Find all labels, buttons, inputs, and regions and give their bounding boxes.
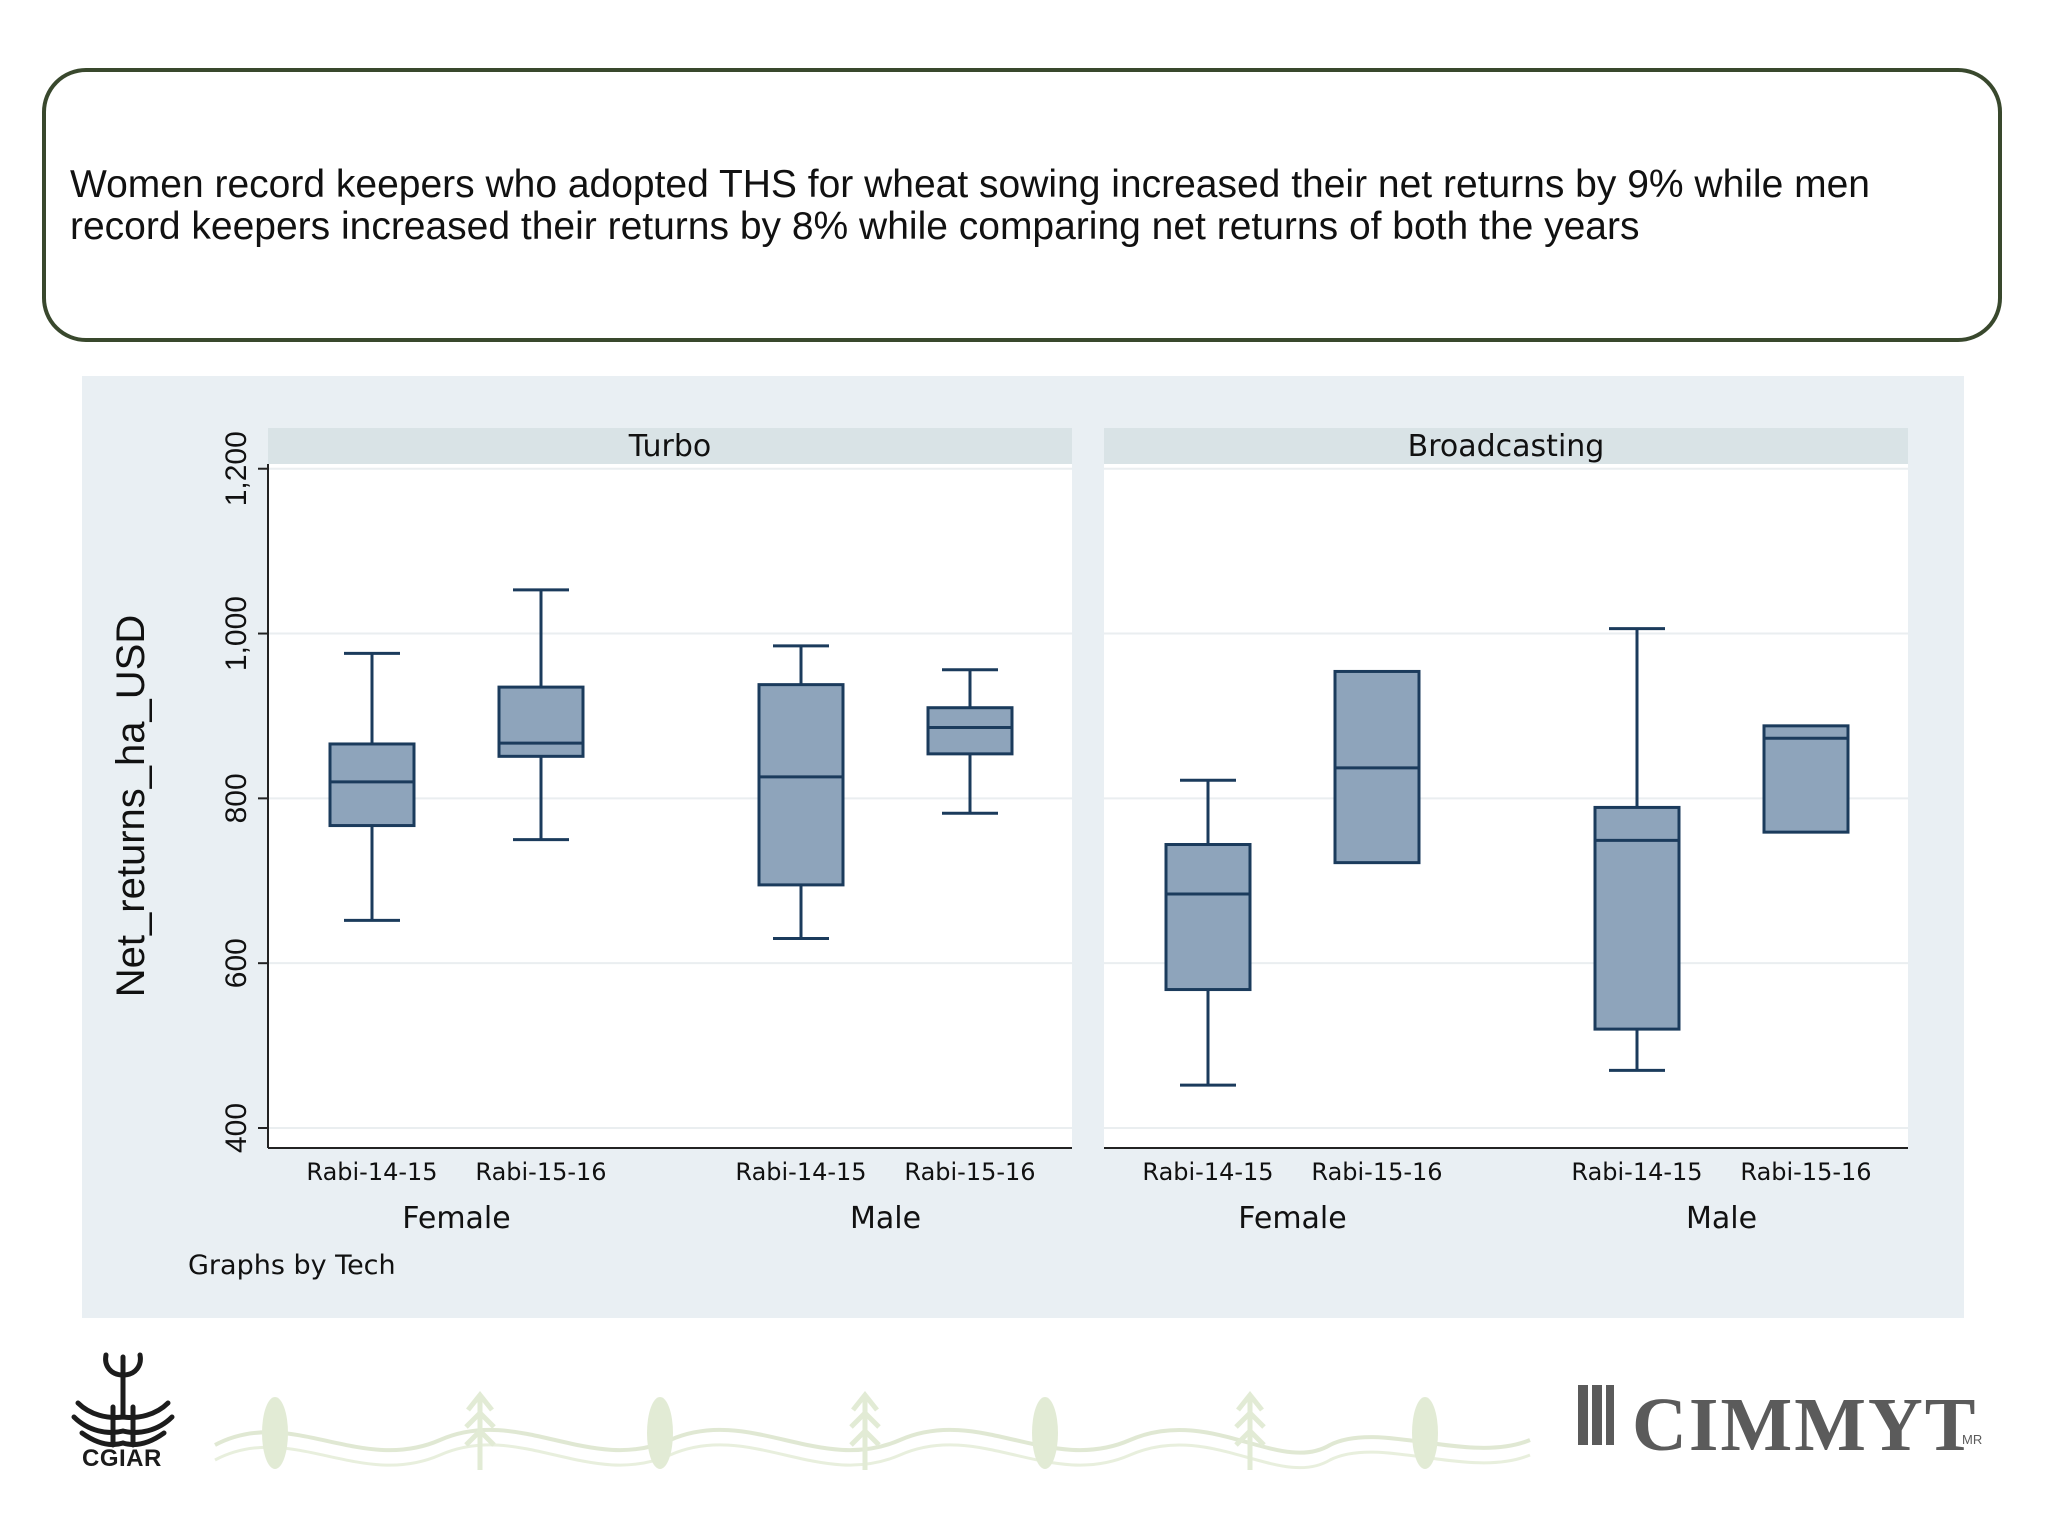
box <box>757 683 845 887</box>
y-tick-label: 600 <box>220 938 253 988</box>
panel-title: Turbo <box>628 429 712 464</box>
x-tick-label: Rabi-14-15 <box>1571 1158 1702 1186</box>
y-axis-title: Net_returns_ha_USD <box>109 615 153 997</box>
panel-header <box>268 428 1072 464</box>
group-label: Male <box>1686 1201 1757 1236</box>
x-tick-label: Rabi-15-16 <box>475 1158 606 1186</box>
x-tick-label: Rabi-14-15 <box>735 1158 866 1186</box>
box <box>926 706 1014 756</box>
panel-title: Broadcasting <box>1408 429 1605 464</box>
box <box>1762 724 1850 834</box>
cgiar-logo-icon <box>71 1352 175 1448</box>
x-tick-label: Rabi-15-16 <box>1311 1158 1442 1186</box>
x-tick-label: Rabi-14-15 <box>306 1158 437 1186</box>
cimmyt-registered-mark: MR <box>1962 1432 1983 1447</box>
panel-header <box>1104 428 1908 464</box>
y-tick-label: 1,200 <box>220 431 253 506</box>
boxplot-chart: Net_returns_ha_USD Turbo Rabi-14-15 Rabi-15… <box>109 428 1908 1281</box>
y-tick-label: 1,000 <box>220 596 253 671</box>
group-label: Male <box>850 1201 921 1236</box>
x-tick-label: Rabi-15-16 <box>1740 1158 1871 1186</box>
group-label: Female <box>1238 1201 1346 1236</box>
cgiar-logo-text: CGIAR <box>82 1445 162 1472</box>
y-tick-label: 400 <box>220 1103 253 1153</box>
cimmyt-logo-icon <box>1578 1385 1614 1445</box>
box <box>1164 843 1252 992</box>
summary-callout: Women record keepers who adopted THS for… <box>42 68 2002 342</box>
chart-container: Net_returns_ha_USD Turbo Rabi-14-15 Rabi-15… <box>82 376 1964 1318</box>
chart-note: Graphs by Tech <box>188 1250 396 1281</box>
cimmyt-logo-text: CIMMYT <box>1632 1383 1978 1467</box>
box <box>497 685 585 758</box>
box <box>328 742 416 828</box>
footer <box>0 1345 2048 1505</box>
y-tick-label: 800 <box>220 773 253 823</box>
x-tick-label: Rabi-15-16 <box>904 1158 1035 1186</box>
crop-banner-decoration <box>214 1390 1531 1470</box>
callout-text: Women record keepers who adopted THS for… <box>70 163 1870 248</box>
x-tick-label: Rabi-14-15 <box>1142 1158 1273 1186</box>
box <box>1593 805 1681 1031</box>
group-label: Female <box>402 1201 510 1236</box>
